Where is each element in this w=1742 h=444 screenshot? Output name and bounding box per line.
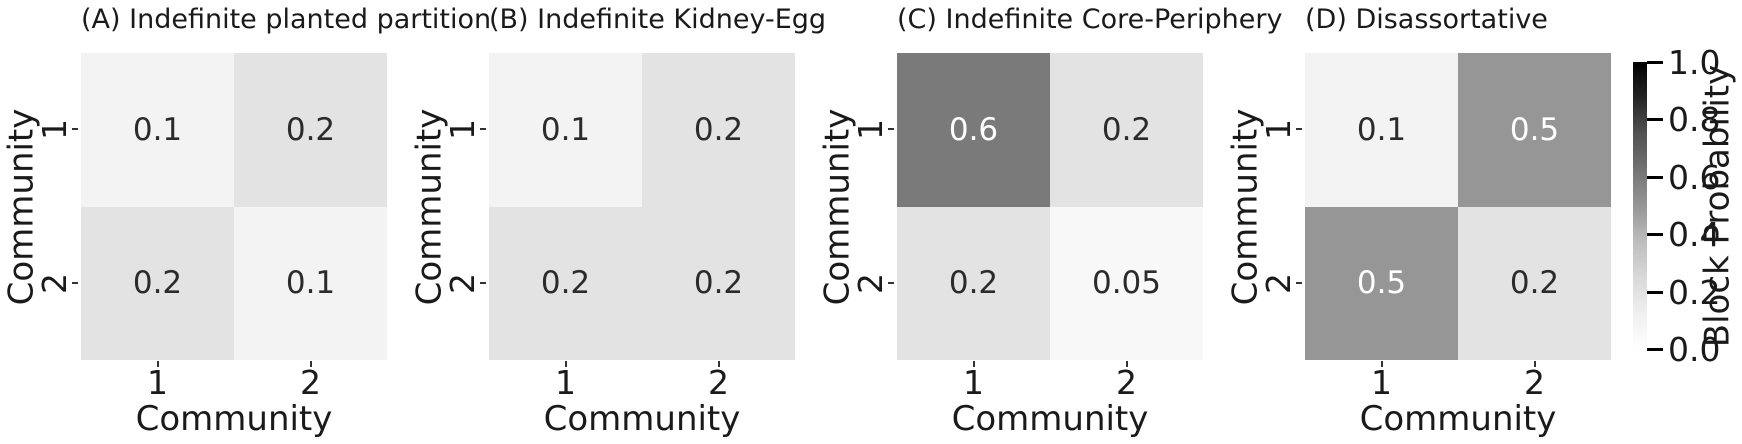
x-axis-label: Community xyxy=(135,399,333,439)
heatmap-cell-r1c1: 0.1 xyxy=(1305,53,1458,207)
heatmap-cell-r1c1: 0.6 xyxy=(897,53,1050,207)
colorbar-tick-label: 0.8 xyxy=(1668,100,1721,139)
heatmap-cell-r2c2: 0.05 xyxy=(1050,206,1203,360)
colorbar-axis-label-text: Block Probability xyxy=(1697,64,1737,348)
panel-indefinite-planted-partition: (A) Indefinite planted partition Communi… xyxy=(1,0,491,444)
y-axis-label: Community xyxy=(817,53,857,360)
x-tick-mark xyxy=(1126,361,1128,367)
x-tick-label-1: 1 xyxy=(555,363,576,402)
heatmap-cell-r1c2: 0.2 xyxy=(234,53,387,207)
x-tick-mark xyxy=(1534,361,1536,367)
x-tick-mark xyxy=(718,361,720,367)
y-axis-label: Community xyxy=(1225,53,1265,360)
y-tick-label-2: 2 xyxy=(34,273,74,294)
colorbar-tick-mark xyxy=(1647,61,1663,64)
y-tick-mark xyxy=(1296,282,1302,284)
x-axis-label: Community xyxy=(543,399,741,439)
y-tick-mark xyxy=(72,128,78,130)
heatmap-grid: 0.1 0.5 0.5 0.2 xyxy=(1305,53,1611,360)
panel-indefinite-core-periphery: (C) Indefinite Core-Periphery Community … xyxy=(817,0,1282,444)
colorbar-tick-label: 0.0 xyxy=(1668,330,1721,369)
heatmap-cell-r2c2: 0.2 xyxy=(1458,206,1611,360)
heatmap-cell-r2c1: 0.2 xyxy=(897,206,1050,360)
panel-title: (D) Disassortative xyxy=(1305,4,1548,35)
colorbar-gradient xyxy=(1633,62,1647,350)
colorbar-tick-label: 0.6 xyxy=(1668,158,1721,197)
colorbar-tick-mark xyxy=(1647,233,1663,236)
heatmap-cell-r2c1: 0.2 xyxy=(81,206,234,360)
x-tick-label-2: 2 xyxy=(1524,363,1545,402)
heatmap-cell-r2c1: 0.2 xyxy=(489,206,642,360)
panel-indefinite-kidney-egg: (B) Indefinite Kidney-Egg Community 1 2 … xyxy=(409,0,826,444)
heatmap-cell-r1c2: 0.2 xyxy=(642,53,795,207)
y-axis-label: Community xyxy=(409,53,449,360)
colorbar: 1.0 0.8 0.6 0.4 0.2 0.0 Block Probabilit… xyxy=(1633,45,1742,368)
y-tick-label-2: 2 xyxy=(1258,273,1298,294)
y-axis-label: Community xyxy=(1,53,41,360)
y-tick-mark xyxy=(72,282,78,284)
x-axis-label: Community xyxy=(951,399,1149,439)
y-tick-mark xyxy=(888,128,894,130)
x-tick-label-1: 1 xyxy=(147,363,168,402)
y-tick-mark xyxy=(1296,128,1302,130)
y-tick-mark xyxy=(480,128,486,130)
colorbar-tick-label: 1.0 xyxy=(1668,43,1721,82)
panel-title: (A) Indefinite planted partition xyxy=(81,4,492,35)
x-tick-mark xyxy=(1381,361,1383,367)
x-tick-mark xyxy=(565,361,567,367)
x-axis-label: Community xyxy=(1359,399,1557,439)
heatmap-cell-r1c2: 0.2 xyxy=(1050,53,1203,207)
colorbar-tick-mark xyxy=(1647,291,1663,294)
heatmap-grid: 0.6 0.2 0.2 0.05 xyxy=(897,53,1203,360)
x-tick-mark xyxy=(157,361,159,367)
colorbar-axis-label: Block Probability xyxy=(1697,62,1737,350)
x-tick-label-1: 1 xyxy=(963,363,984,402)
colorbar-tick-label: 0.2 xyxy=(1668,273,1721,312)
colorbar-tick-mark xyxy=(1647,176,1663,179)
y-tick-label-2: 2 xyxy=(850,273,890,294)
heatmap-cell-r2c2: 0.2 xyxy=(642,206,795,360)
heatmap-cell-r2c1: 0.5 xyxy=(1305,206,1458,360)
colorbar-tick-label: 0.4 xyxy=(1668,215,1721,254)
y-tick-label-1: 1 xyxy=(34,119,74,140)
x-tick-label-1: 1 xyxy=(1371,363,1392,402)
x-tick-label-2: 2 xyxy=(708,363,729,402)
y-tick-mark xyxy=(888,282,894,284)
y-tick-label-2: 2 xyxy=(442,273,482,294)
x-tick-mark xyxy=(973,361,975,367)
panel-title: (C) Indefinite Core-Periphery xyxy=(897,4,1283,35)
colorbar-tick-mark xyxy=(1647,118,1663,121)
y-tick-label-1: 1 xyxy=(850,119,890,140)
x-tick-label-2: 2 xyxy=(1116,363,1137,402)
x-tick-mark xyxy=(310,361,312,367)
heatmap-cell-r1c1: 0.1 xyxy=(489,53,642,207)
panel-title: (B) Indefinite Kidney-Egg xyxy=(489,4,827,35)
heatmap-cell-r1c2: 0.5 xyxy=(1458,53,1611,207)
panel-disassortative: (D) Disassortative Community 1 2 0.1 0.5… xyxy=(1225,0,1611,444)
y-tick-mark xyxy=(480,282,486,284)
heatmap-grid: 0.1 0.2 0.2 0.2 xyxy=(489,53,795,360)
heatmap-cell-r2c2: 0.1 xyxy=(234,206,387,360)
y-tick-label-1: 1 xyxy=(1258,119,1298,140)
colorbar-tick-mark xyxy=(1647,348,1663,351)
heatmap-grid: 0.1 0.2 0.2 0.1 xyxy=(81,53,387,360)
heatmap-cell-r1c1: 0.1 xyxy=(81,53,234,207)
y-tick-label-1: 1 xyxy=(442,119,482,140)
x-tick-label-2: 2 xyxy=(300,363,321,402)
